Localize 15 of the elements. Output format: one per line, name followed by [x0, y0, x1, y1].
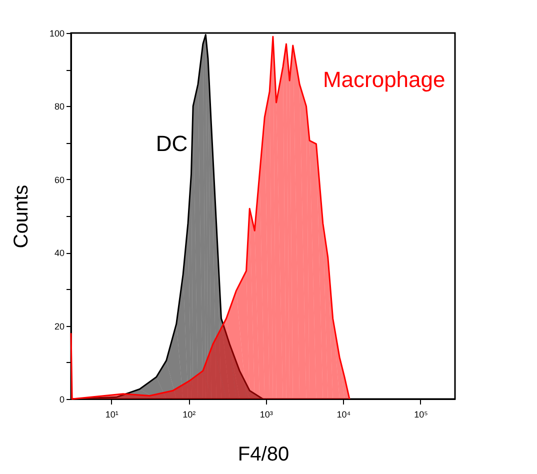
x-tick-label: 10¹ — [105, 410, 118, 420]
series-label: Macrophage — [322, 67, 446, 92]
x-tick-label: 10³ — [260, 410, 273, 420]
y-axis-title: Counts — [10, 184, 32, 248]
y-tick-label: 60 — [54, 174, 64, 185]
y-tick-label: 100 — [49, 28, 64, 38]
y-tick-label: 80 — [54, 102, 64, 112]
series-label: DC — [156, 131, 188, 156]
x-tick-label: 10⁴ — [336, 410, 351, 420]
y-tick-label: 0 — [59, 394, 64, 404]
x-tick-label: 10⁵ — [414, 410, 428, 420]
y-tick-label: 20 — [54, 321, 64, 332]
y-tick-label: 40 — [54, 248, 64, 258]
x-axis-title: F4/80 — [238, 444, 290, 466]
x-tick-label: 10² — [182, 410, 196, 420]
